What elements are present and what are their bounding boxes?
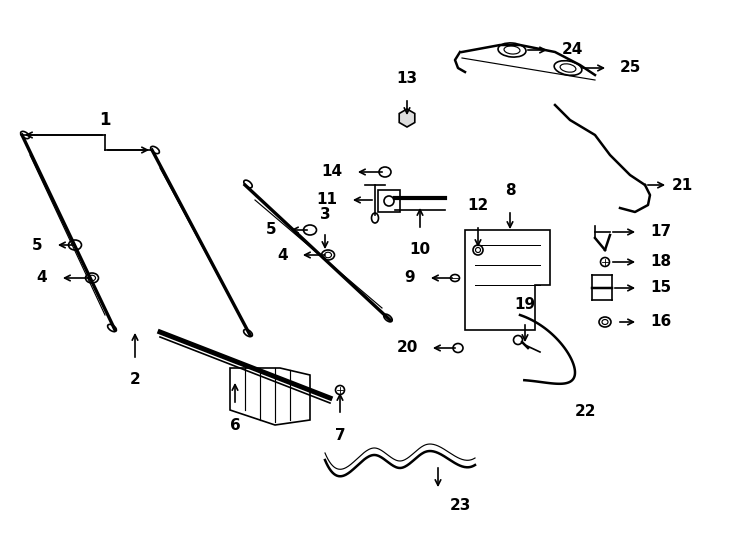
Text: 6: 6: [230, 418, 240, 433]
Text: 7: 7: [335, 428, 345, 443]
Text: 25: 25: [620, 60, 642, 76]
Polygon shape: [399, 109, 415, 127]
Text: 13: 13: [396, 71, 418, 86]
Text: 5: 5: [266, 222, 276, 238]
Text: 22: 22: [575, 404, 597, 420]
Text: 4: 4: [277, 247, 288, 262]
Text: 19: 19: [515, 297, 536, 312]
Text: 10: 10: [410, 242, 431, 257]
Text: 2: 2: [130, 372, 140, 387]
Text: 1: 1: [99, 111, 111, 129]
Text: 21: 21: [672, 178, 693, 192]
Text: 14: 14: [321, 165, 342, 179]
Text: 24: 24: [562, 43, 584, 57]
Text: 11: 11: [316, 192, 337, 207]
Text: 4: 4: [37, 271, 47, 286]
Text: 18: 18: [650, 254, 671, 269]
Text: 12: 12: [468, 198, 489, 213]
Text: 9: 9: [404, 271, 415, 286]
Text: 5: 5: [32, 238, 42, 253]
Text: 15: 15: [650, 280, 671, 295]
Text: 16: 16: [650, 314, 672, 329]
Text: 3: 3: [320, 207, 330, 222]
Text: 17: 17: [650, 225, 671, 240]
Text: 20: 20: [396, 341, 418, 355]
Text: 23: 23: [450, 498, 471, 513]
Text: 8: 8: [505, 183, 515, 198]
